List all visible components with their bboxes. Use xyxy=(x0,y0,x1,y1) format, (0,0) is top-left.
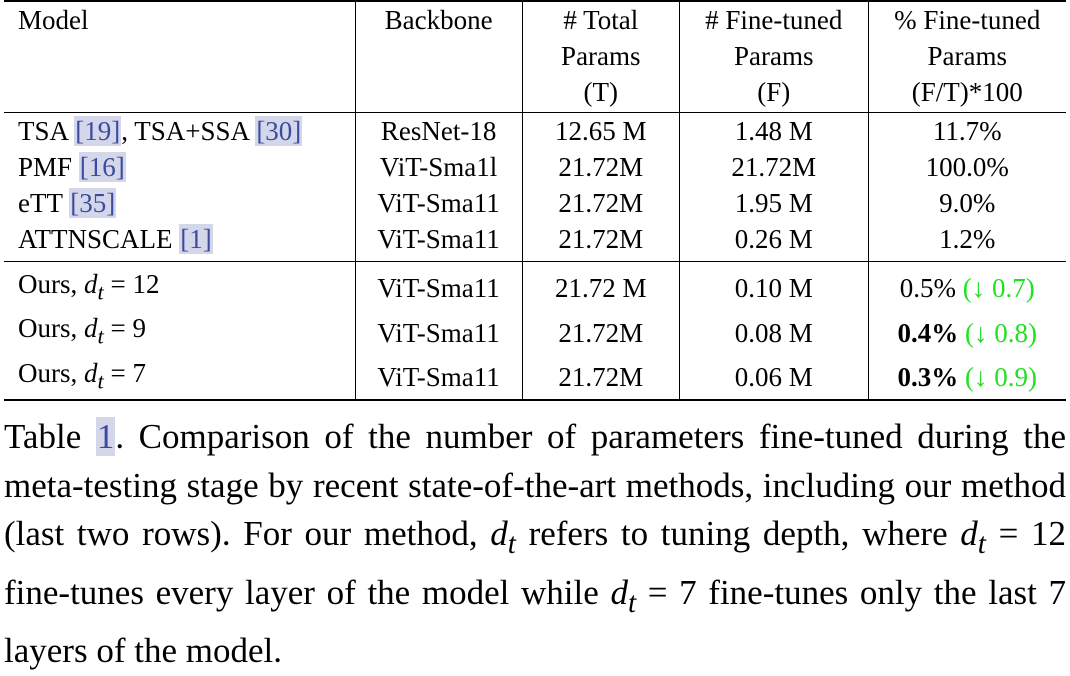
cell-backbone: ViT-Sma11 xyxy=(354,261,523,311)
cell-total-params: 21.72 M xyxy=(521,261,680,311)
header-model: Model xyxy=(4,0,356,38)
citation-link[interactable]: [19] xyxy=(74,116,122,146)
cell-backbone: ViT-Sma11 xyxy=(354,310,523,355)
header-pct-finetuned: % Fine-tuned xyxy=(867,0,1066,38)
cell-finetuned-params: 0.26 M xyxy=(678,221,868,262)
cell-backbone: ViT-Sma11 xyxy=(354,354,523,402)
cell-finetuned-params: 1.95 M xyxy=(678,185,868,221)
improvement-delta: (↓ 0.7) xyxy=(962,273,1035,304)
cell-pct-finetuned: 100.0% xyxy=(867,149,1066,185)
cell-finetuned-params: 0.08 M xyxy=(678,310,868,355)
citation-link[interactable]: [1] xyxy=(179,224,213,254)
cell-model: TSA [19], TSA+SSA [30] xyxy=(18,116,303,146)
cell-model: Ours, dt = 12 xyxy=(18,269,160,305)
header-finetuned-params-line2: Params xyxy=(678,38,868,74)
table-caption: Table 1. Comparison of the number of par… xyxy=(4,417,1067,670)
table-row: PMF [16] ViT-Sma1l 21.72M 21.72M 100.0% xyxy=(4,149,1066,185)
cell-finetuned-params: 0.06 M xyxy=(678,354,868,402)
table-ref-link[interactable]: 1 xyxy=(95,417,116,456)
citation-link[interactable]: [35] xyxy=(69,188,117,218)
cell-total-params: 21.72M xyxy=(521,149,680,185)
header-total-params-line2: Params xyxy=(521,38,680,74)
table-row: Ours, dt = 12 ViT-Sma11 21.72 M 0.10 M 0… xyxy=(4,261,1066,311)
cell-model: ATTNSCALE [1] xyxy=(4,221,356,262)
table-header-row: Params Params Params xyxy=(4,38,1066,74)
cell-backbone: ViT-Sma11 xyxy=(354,185,523,221)
cell-total-params: 21.72M xyxy=(521,221,680,262)
citation-link[interactable]: [30] xyxy=(255,116,303,146)
table-row: Ours, dt = 7 ViT-Sma11 21.72M 0.06 M 0.3… xyxy=(4,354,1066,402)
cell-total-params: 12.65 M xyxy=(521,112,680,149)
cell-backbone: ViT-Sma11 xyxy=(354,221,523,262)
cell-finetuned-params: 21.72M xyxy=(678,149,868,185)
cell-pct-finetuned: 0.3% (↓ 0.9) xyxy=(867,354,1066,402)
cell-model: PMF [16] xyxy=(18,152,126,182)
table-header-row: (T) (F) (F/T)*100 xyxy=(4,74,1066,113)
cell-pct-finetuned: 1.2% xyxy=(867,221,1066,262)
header-pct-finetuned-line3: (F/T)*100 xyxy=(867,74,1066,113)
cell-total-params: 21.72M xyxy=(521,354,680,402)
improvement-delta: (↓ 0.8) xyxy=(965,317,1037,348)
cell-pct-finetuned: 11.7% xyxy=(867,112,1066,149)
parameters-comparison-table: Model Backbone # Total # Fine-tuned % Fi… xyxy=(4,0,1066,402)
header-total-params-line3: (T) xyxy=(521,74,680,113)
cell-model: Ours, dt = 7 xyxy=(4,354,356,402)
improvement-delta: (↓ 0.9) xyxy=(965,361,1037,392)
header-total-params: # Total xyxy=(521,0,680,38)
table-row: eTT [35] ViT-Sma11 21.72M 1.95 M 9.0% xyxy=(4,185,1066,221)
cell-backbone: ViT-Sma1l xyxy=(354,149,523,185)
comparison-table-container: Model Backbone # Total # Fine-tuned % Fi… xyxy=(4,0,1066,402)
cell-finetuned-params: 0.10 M xyxy=(678,261,868,311)
cell-total-params: 21.72M xyxy=(521,310,680,355)
cell-pct-finetuned: 9.0% xyxy=(867,185,1066,221)
cell-backbone: ResNet-18 xyxy=(354,112,523,149)
table-header-row: Model Backbone # Total # Fine-tuned % Fi… xyxy=(4,0,1066,38)
header-finetuned-params: # Fine-tuned xyxy=(678,0,868,38)
cell-finetuned-params: 1.48 M xyxy=(678,112,868,149)
table-row: Ours, dt = 9 ViT-Sma11 21.72M 0.08 M 0.4… xyxy=(4,310,1066,355)
header-finetuned-params-line3: (F) xyxy=(678,74,868,113)
citation-link[interactable]: [16] xyxy=(78,152,126,182)
table-row: ATTNSCALE [1] ViT-Sma11 21.72M 0.26 M 1.… xyxy=(4,221,1066,262)
cell-pct-finetuned: 0.4% (↓ 0.8) xyxy=(867,310,1066,355)
table-row: TSA [19], TSA+SSA [30] ResNet-18 12.65 M… xyxy=(4,112,1066,149)
header-pct-finetuned-line2: Params xyxy=(867,38,1066,74)
cell-pct-finetuned: 0.5% (↓ 0.7) xyxy=(867,261,1066,311)
cell-model: Ours, dt = 9 xyxy=(18,313,146,349)
header-backbone: Backbone xyxy=(354,0,523,38)
cell-model: eTT [35] xyxy=(18,188,117,218)
cell-total-params: 21.72M xyxy=(521,185,680,221)
